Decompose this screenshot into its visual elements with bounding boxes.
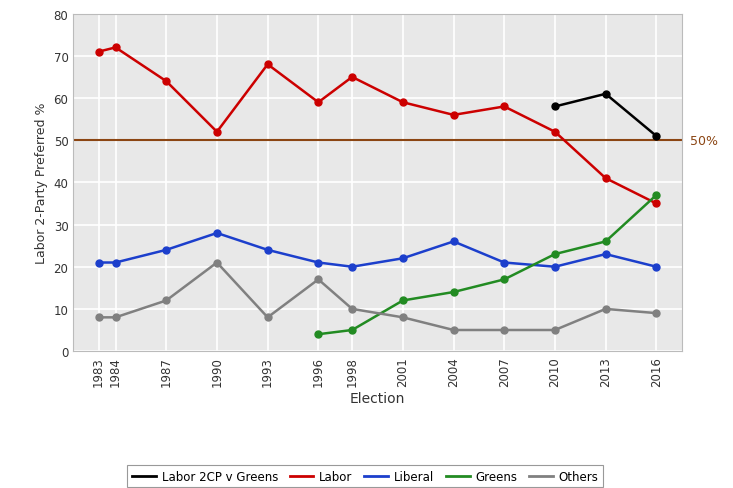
- Labor: [550, 129, 559, 135]
- Line: Labor: Labor: [95, 45, 660, 207]
- Labor: [162, 79, 171, 85]
- Line: Others: Others: [95, 260, 660, 334]
- Labor: [263, 62, 272, 68]
- Greens: [652, 193, 660, 199]
- Liberal: [95, 260, 103, 266]
- Greens: [399, 298, 408, 304]
- Others: [449, 327, 458, 333]
- Liberal: [449, 239, 458, 245]
- Liberal: [652, 264, 660, 270]
- Labor: [95, 50, 103, 56]
- Labor: [399, 100, 408, 106]
- Others: [213, 260, 221, 266]
- Text: 50%: 50%: [690, 134, 718, 147]
- Line: Labor 2CP v Greens: Labor 2CP v Greens: [551, 91, 660, 140]
- Others: [263, 315, 272, 321]
- Greens: [449, 289, 458, 295]
- Labor: [500, 104, 509, 110]
- Labor: [601, 176, 610, 182]
- Labor: [347, 75, 356, 81]
- Others: [601, 306, 610, 312]
- Liberal: [500, 260, 509, 266]
- Labor 2CP v Greens: [550, 104, 559, 110]
- Line: Liberal: Liberal: [95, 230, 660, 271]
- Labor 2CP v Greens: [652, 134, 660, 140]
- Others: [347, 306, 356, 312]
- Liberal: [314, 260, 323, 266]
- Labor: [449, 113, 458, 119]
- Liberal: [213, 230, 221, 236]
- Others: [399, 315, 408, 321]
- Greens: [500, 277, 509, 283]
- Liberal: [399, 256, 408, 262]
- Labor: [213, 129, 221, 135]
- Others: [111, 315, 120, 321]
- Line: Greens: Greens: [315, 192, 660, 338]
- Others: [95, 315, 103, 321]
- Labor 2CP v Greens: [601, 92, 610, 98]
- X-axis label: Election: Election: [350, 392, 405, 406]
- Liberal: [601, 252, 610, 258]
- Others: [314, 277, 323, 283]
- Others: [550, 327, 559, 333]
- Legend: Labor 2CP v Greens, Labor, Liberal, Greens, Others: Labor 2CP v Greens, Labor, Liberal, Gree…: [128, 465, 603, 488]
- Liberal: [263, 247, 272, 253]
- Liberal: [162, 247, 171, 253]
- Greens: [550, 252, 559, 258]
- Labor: [652, 201, 660, 207]
- Liberal: [111, 260, 120, 266]
- Others: [500, 327, 509, 333]
- Others: [162, 298, 171, 304]
- Greens: [314, 332, 323, 338]
- Y-axis label: Labor 2-Party Preferred %: Labor 2-Party Preferred %: [35, 102, 48, 264]
- Liberal: [347, 264, 356, 270]
- Labor: [111, 45, 120, 51]
- Others: [652, 310, 660, 316]
- Greens: [347, 327, 356, 333]
- Greens: [601, 239, 610, 245]
- Labor: [314, 100, 323, 106]
- Liberal: [550, 264, 559, 270]
